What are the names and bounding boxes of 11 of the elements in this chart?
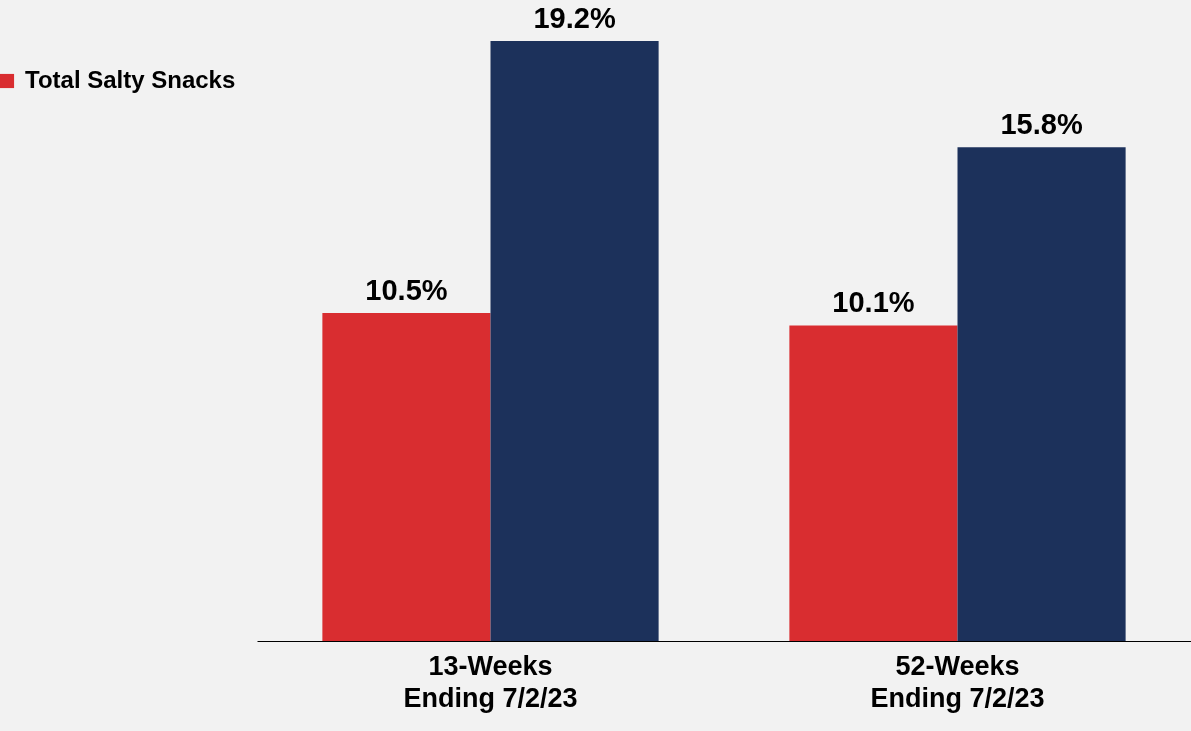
data-label: 10.1% — [832, 286, 915, 319]
bar — [957, 147, 1126, 641]
x-tick-label: 52-Weeks Ending 7/2/23 — [870, 650, 1045, 713]
bar — [322, 312, 491, 641]
data-label: 19.2% — [533, 2, 616, 34]
legend-label: Total Salty Snacks — [25, 66, 236, 93]
data-label: 10.5% — [365, 273, 448, 306]
data-label: 15.8% — [1000, 108, 1083, 141]
bar — [490, 41, 659, 641]
x-tick-label: 13-Weeks Ending 7/2/23 — [403, 650, 578, 713]
bar — [789, 325, 958, 641]
